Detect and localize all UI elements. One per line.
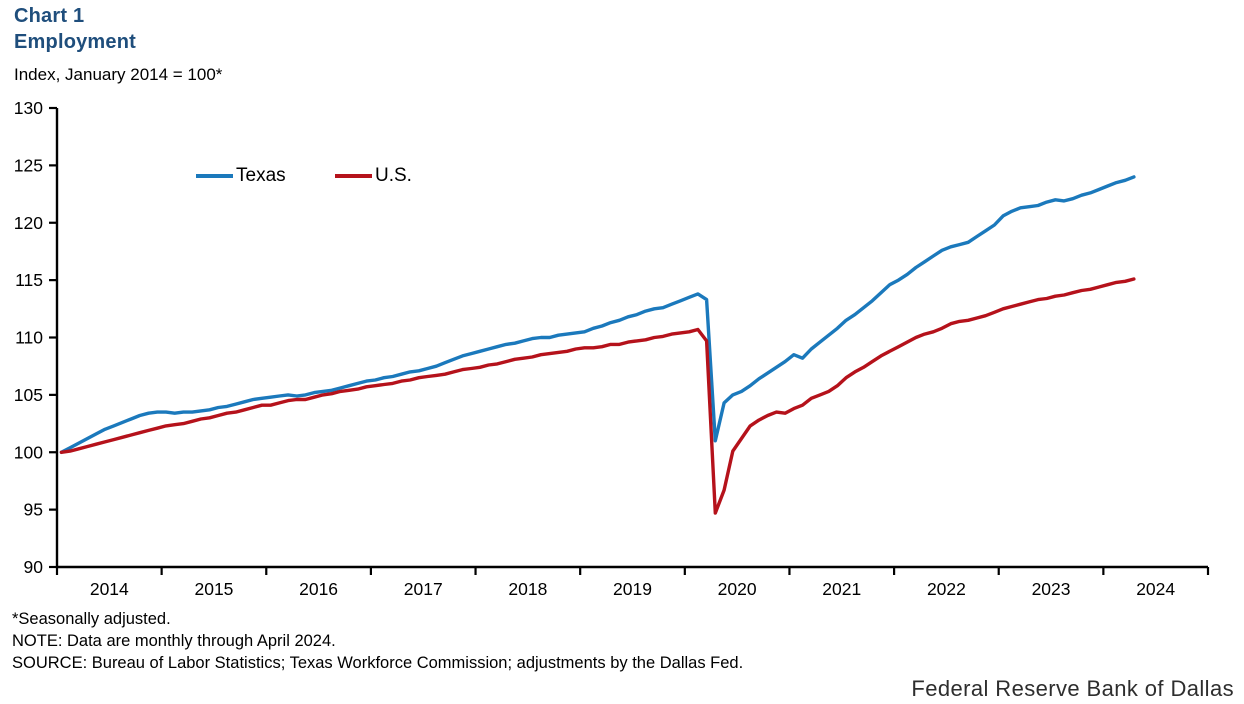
x-tick-label: 2024 — [1136, 579, 1175, 599]
chart-number-label: Chart 1 — [14, 5, 85, 27]
x-tick-label: 2018 — [508, 579, 547, 599]
us-line-swatch-icon — [335, 174, 372, 178]
y-tick-label: 120 — [14, 213, 43, 233]
x-tick-label: 2015 — [194, 579, 233, 599]
axis-unit-label: Index, January 2014 = 100* — [14, 65, 223, 84]
legend-label-us: U.S. — [375, 165, 412, 186]
y-tick-label: 95 — [24, 500, 43, 520]
footnote-note: NOTE: Data are monthly through April 202… — [12, 632, 336, 650]
y-tick-label: 130 — [14, 98, 43, 118]
texas-line-swatch-icon — [196, 174, 233, 178]
x-tick-label: 2019 — [613, 579, 652, 599]
x-tick-label: 2021 — [822, 579, 861, 599]
chart-legend: Texas U.S. — [0, 165, 1244, 187]
dallas-fed-wordmark: Federal Reserve Bank of Dallas — [911, 676, 1234, 701]
x-tick-label: 2014 — [90, 579, 129, 599]
y-tick-label: 115 — [15, 270, 43, 290]
legend-label-texas: Texas — [236, 165, 286, 186]
legend-item-us: U.S. — [335, 165, 412, 187]
series-line-us — [59, 277, 1136, 515]
y-tick-label: 110 — [15, 328, 43, 348]
y-tick-label: 125 — [14, 155, 43, 175]
footnote-seasonal: *Seasonally adjusted. — [12, 610, 171, 628]
page-title: Employment — [14, 31, 137, 53]
series-line-texas — [59, 175, 1136, 454]
y-tick-label: 100 — [14, 442, 43, 462]
x-tick-label: 2022 — [927, 579, 966, 599]
y-tick-label: 105 — [14, 385, 43, 405]
footnote-source: SOURCE: Bureau of Labor Statistics; Texa… — [12, 654, 744, 672]
x-tick-label: 2016 — [299, 579, 338, 599]
legend-item-texas: Texas — [196, 165, 286, 187]
x-tick-label: 2020 — [718, 579, 757, 599]
x-tick-label: 2017 — [404, 579, 443, 599]
y-tick-label: 90 — [24, 557, 44, 577]
x-tick-label: 2023 — [1032, 579, 1071, 599]
chart-footnotes: *Seasonally adjusted. NOTE: Data are mon… — [12, 608, 743, 674]
